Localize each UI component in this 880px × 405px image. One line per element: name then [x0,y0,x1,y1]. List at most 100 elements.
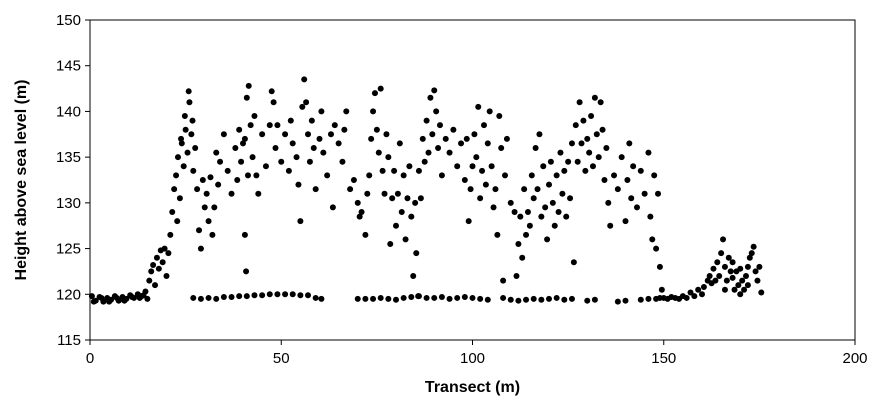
data-point [171,186,178,193]
data-point [303,99,310,106]
data-point [224,167,231,174]
y-tick-label: 115 [57,332,81,349]
data-point [614,186,621,193]
data-point [523,296,530,303]
ticks-layer: 0 50 100 150 200 115 120 125 130 135 140 145 150 [56,12,868,367]
data-point [570,259,577,266]
data-point [370,108,377,115]
data-point [402,236,409,243]
data-point [197,245,204,252]
data-point [293,154,300,161]
data-point [379,167,386,174]
data-point [721,286,728,293]
data-point [354,295,361,302]
data-point [415,167,422,174]
data-point [287,117,294,124]
data-point [268,88,275,95]
data-point [664,295,671,302]
data-point [245,82,252,89]
data-point [259,292,266,299]
data-point [174,154,181,161]
data-point [727,268,734,275]
data-point [523,231,530,238]
data-point [391,167,398,174]
data-point [243,268,250,275]
data-point [633,204,640,211]
data-point [546,295,552,302]
data-point [490,204,497,211]
data-point [567,195,574,202]
data-point [163,273,170,279]
data-point [435,145,442,151]
points-layer [88,76,765,305]
data-point [710,265,717,272]
data-point [591,296,598,303]
data-point [289,291,296,298]
data-point [371,90,378,97]
data-point [393,222,399,229]
data-point [220,294,227,301]
data-point [557,149,564,156]
data-point [310,145,317,151]
data-point [410,273,417,279]
data-point [744,263,751,270]
data-point [199,177,206,183]
data-point [494,231,501,238]
data-point [408,213,415,220]
data-point [234,177,241,183]
data-point [278,158,285,165]
data-point [318,295,325,302]
data-point [603,145,610,151]
data-point [421,158,428,165]
data-point [238,158,245,165]
data-point [524,209,531,215]
data-point [672,294,679,301]
data-point [475,103,482,110]
data-point [159,259,166,266]
data-point [431,87,438,94]
data-point [534,186,541,193]
data-point [718,250,725,257]
data-point [205,218,212,225]
data-point [377,294,384,301]
x-tick-label: 50 [273,350,290,367]
data-point [211,204,218,211]
data-point [188,131,195,138]
data-point [400,172,407,179]
data-point [255,190,262,197]
data-point [406,163,413,170]
data-point [241,135,248,142]
data-point [393,296,399,303]
data-point [532,145,539,151]
data-point [213,295,220,302]
data-point [427,94,434,101]
data-point [429,131,436,138]
data-point [461,294,468,301]
data-point [247,122,254,129]
data-point [742,273,749,279]
data-point [205,294,212,301]
data-point [511,209,518,215]
data-point [622,218,629,225]
data-point [580,117,587,124]
data-point [385,154,392,161]
data-point [729,259,736,266]
data-point [385,295,392,302]
data-point [190,167,197,174]
data-point [301,76,308,83]
data-point [312,186,319,193]
data-point [498,145,505,151]
data-point [436,122,443,129]
x-tick-label: 200 [842,350,867,367]
data-point [691,293,698,300]
data-point [419,135,426,142]
data-point [366,172,373,179]
data-point [463,135,470,142]
data-point [591,94,598,101]
data-point [630,163,637,170]
data-point [228,190,235,197]
data-point [656,294,663,301]
data-point [249,154,256,161]
data-point [614,298,621,305]
data-point [687,289,694,296]
